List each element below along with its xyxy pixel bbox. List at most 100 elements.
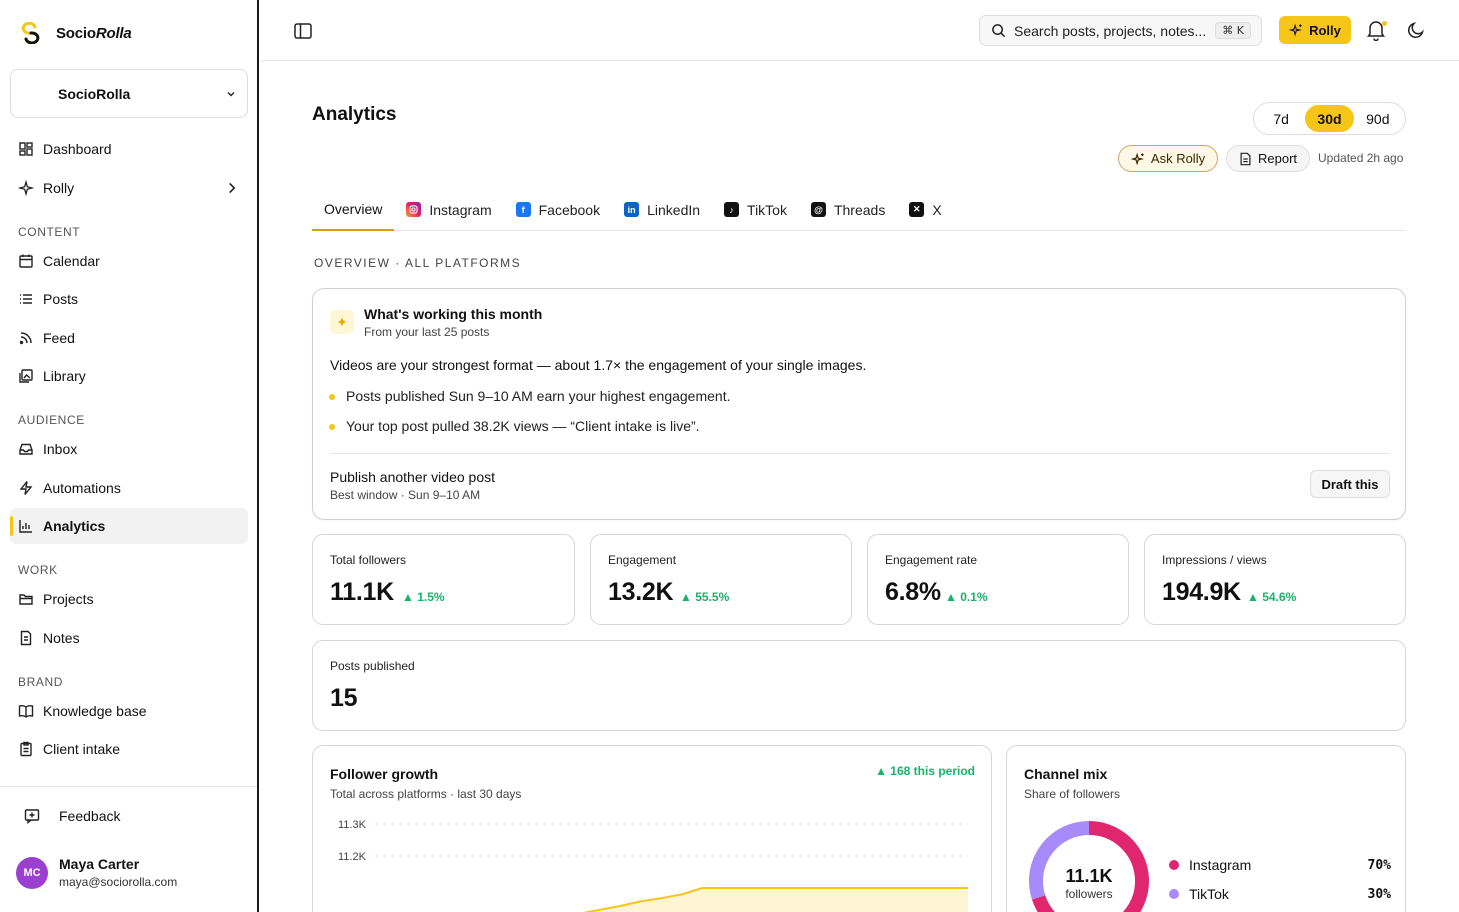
sidebar-item-label: Notes bbox=[43, 629, 80, 646]
sidebar-toggle-icon[interactable] bbox=[293, 21, 313, 41]
insight-subtitle: From your last 25 posts bbox=[364, 325, 490, 339]
channel-mix-donut bbox=[1029, 821, 1149, 912]
feedback-label: Feedback bbox=[59, 808, 121, 824]
tab-tiktok[interactable]: ♪ TikTok bbox=[712, 188, 799, 231]
tab-threads[interactable]: @ Threads bbox=[799, 188, 897, 231]
list-icon bbox=[20, 294, 32, 304]
follower-growth-card: Follower growth Total across platforms ·… bbox=[312, 745, 992, 912]
sidebar-item-feed[interactable]: Feed bbox=[10, 320, 248, 356]
user-email: maya@sociorolla.com bbox=[59, 875, 178, 889]
chevron-right-icon bbox=[229, 182, 236, 193]
insight-divider bbox=[330, 453, 1390, 454]
sidebar-item-analytics[interactable]: Analytics bbox=[10, 508, 248, 544]
platform-tabs: Overview Instagram f Facebook in LinkedI… bbox=[312, 188, 1406, 231]
sidebar-nav: Dashboard Rolly CONTENT Calendar Posts F… bbox=[10, 131, 248, 770]
folder-icon bbox=[19, 594, 33, 605]
avatar: MC bbox=[16, 856, 48, 889]
sidebar-item-dashboard[interactable]: Dashboard bbox=[10, 131, 248, 167]
sidebar-item-calendar[interactable]: Calendar bbox=[10, 243, 248, 279]
legend-value: 30% bbox=[1367, 886, 1391, 902]
section-audience: AUDIENCE bbox=[18, 413, 85, 427]
stat-delta: ▲ 54.6% bbox=[1247, 590, 1297, 604]
sidebar-item-inbox[interactable]: Inbox bbox=[10, 431, 248, 467]
sidebar-item-projects[interactable]: Projects bbox=[10, 581, 248, 617]
bell-icon[interactable] bbox=[1366, 19, 1386, 41]
insight-card: ✦ What's working this month From your la… bbox=[312, 288, 1406, 520]
insight-lead: Videos are your strongest format — about… bbox=[330, 357, 867, 373]
feedback-button[interactable]: Feedback bbox=[24, 808, 120, 824]
user-profile[interactable]: MC Maya Carter maya@sociorolla.com bbox=[16, 856, 177, 889]
sidebar-item-label: Client intake bbox=[43, 741, 121, 757]
card-title: Channel mix bbox=[1024, 766, 1108, 782]
sidebar-item-label: Posts bbox=[43, 291, 79, 307]
draft-this-button[interactable]: Draft this bbox=[1310, 470, 1390, 498]
tab-facebook[interactable]: f Facebook bbox=[504, 188, 612, 231]
sidebar-item-automations[interactable]: Automations bbox=[10, 470, 248, 506]
sparkle-icon: ✦ bbox=[330, 310, 354, 334]
workspace-name: SocioRolla bbox=[58, 85, 131, 102]
sidebar-item-label: Knowledge base bbox=[43, 702, 147, 719]
range-30d[interactable]: 30d bbox=[1305, 105, 1354, 132]
notification-dot bbox=[1382, 21, 1387, 26]
ask-rolly-label: Ask Rolly bbox=[1150, 151, 1206, 166]
tab-overview[interactable]: Overview bbox=[312, 188, 395, 231]
book-icon bbox=[18, 704, 34, 718]
legend-label: TikTok bbox=[1189, 886, 1229, 902]
sidebar-item-label: Feed bbox=[43, 329, 75, 346]
tab-x[interactable]: ✕ X bbox=[897, 188, 953, 231]
tab-linkedin[interactable]: in LinkedIn bbox=[612, 188, 712, 231]
sparkles-icon bbox=[18, 179, 34, 196]
sidebar-item-notes[interactable]: Notes bbox=[10, 620, 248, 656]
threads-icon: @ bbox=[810, 202, 826, 217]
range-90d[interactable]: 90d bbox=[1366, 110, 1390, 127]
moon-icon[interactable] bbox=[1406, 20, 1426, 40]
sidebar-item-client-intake[interactable]: Client intake bbox=[10, 731, 248, 767]
stat-label: Impressions / views bbox=[1162, 553, 1267, 567]
sidebar-item-label: Analytics bbox=[43, 518, 106, 534]
donut-label: followers bbox=[1065, 887, 1113, 901]
facebook-icon: f bbox=[515, 202, 531, 217]
series-area bbox=[588, 888, 968, 912]
page-title: Analytics bbox=[312, 104, 397, 125]
donut-slice-tiktok bbox=[1029, 821, 1090, 900]
stat-card-posts-published: Posts published 15 bbox=[312, 640, 1406, 731]
brand[interactable]: SocioRolla bbox=[20, 22, 132, 44]
stat-delta: ▲ 55.5% bbox=[680, 590, 730, 604]
stat-value: 13.2K bbox=[608, 578, 674, 606]
legend-label: Instagram bbox=[1189, 857, 1252, 873]
growth-delta: ▲ 168 this period bbox=[875, 764, 975, 778]
section-overview-label: OVERVIEW · ALL PLATFORMS bbox=[314, 256, 522, 270]
donut-slice-instagram bbox=[1031, 821, 1149, 912]
rolly-button[interactable]: Rolly bbox=[1279, 16, 1351, 44]
topbar: Search posts, projects, notes... ⌘ K Rol… bbox=[261, 0, 1459, 61]
brand-name: SocioRolla bbox=[56, 24, 132, 42]
search-input[interactable]: Search posts, projects, notes... ⌘ K bbox=[979, 15, 1262, 46]
section-brand: BRAND bbox=[18, 674, 64, 689]
sidebar-item-library[interactable]: Library bbox=[10, 358, 248, 394]
stat-label: Total followers bbox=[330, 553, 407, 567]
tab-instagram[interactable]: Instagram bbox=[394, 188, 503, 231]
lightning-icon bbox=[19, 480, 33, 495]
shortcut-badge: ⌘ K bbox=[1215, 22, 1251, 39]
card-subtitle: Total across platforms · last 30 days bbox=[330, 787, 522, 801]
workspace-switcher[interactable]: SocioRolla bbox=[10, 69, 248, 118]
sidebar-item-rolly[interactable]: Rolly bbox=[10, 170, 248, 206]
stat-delta: ▲ 0.1% bbox=[945, 590, 988, 604]
ask-rolly-button[interactable]: Ask Rolly bbox=[1118, 145, 1218, 172]
rolly-button-label: Rolly bbox=[1309, 22, 1341, 38]
legend-item-tiktok: TikTok 30% bbox=[1169, 886, 1391, 902]
feedback-icon bbox=[24, 809, 40, 824]
report-label: Report bbox=[1257, 151, 1298, 166]
stat-label: Engagement bbox=[608, 553, 677, 567]
sidebar: SocioRolla SocioRolla Dashboard Rolly CO… bbox=[0, 0, 259, 912]
sidebar-item-label: Projects bbox=[43, 591, 94, 607]
tiktok-icon: ♪ bbox=[724, 202, 740, 217]
sidebar-item-posts[interactable]: Posts bbox=[10, 281, 248, 317]
search-icon bbox=[992, 24, 1006, 38]
report-button[interactable]: Report bbox=[1226, 145, 1310, 172]
stat-value: 15 bbox=[330, 684, 358, 712]
legend-value: 70% bbox=[1367, 857, 1391, 873]
follower-growth-chart: 11.3K 11.2K bbox=[338, 819, 968, 912]
range-7d[interactable]: 7d bbox=[1273, 110, 1289, 127]
sidebar-item-knowledge-base[interactable]: Knowledge base bbox=[10, 693, 248, 729]
